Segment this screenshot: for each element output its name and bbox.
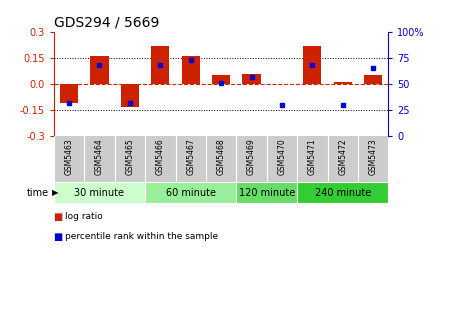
Bar xyxy=(364,76,382,84)
Text: ▶: ▶ xyxy=(52,188,58,197)
Text: GSM5464: GSM5464 xyxy=(95,139,104,175)
Text: GSM5465: GSM5465 xyxy=(125,139,134,175)
Text: GSM5466: GSM5466 xyxy=(156,139,165,175)
Bar xyxy=(121,84,139,107)
Bar xyxy=(181,56,200,84)
Text: ■: ■ xyxy=(54,232,66,242)
Bar xyxy=(334,82,352,84)
Bar xyxy=(145,182,236,203)
Text: GSM5473: GSM5473 xyxy=(369,139,378,175)
Text: time: time xyxy=(27,188,49,198)
Text: GSM5472: GSM5472 xyxy=(338,139,347,175)
Text: 120 minute: 120 minute xyxy=(238,188,295,198)
Text: GDS294 / 5669: GDS294 / 5669 xyxy=(54,15,159,29)
Text: percentile rank within the sample: percentile rank within the sample xyxy=(65,233,218,241)
Bar xyxy=(90,56,109,84)
Text: GSM5463: GSM5463 xyxy=(65,139,74,175)
Text: GSM5468: GSM5468 xyxy=(216,139,226,175)
Text: GSM5470: GSM5470 xyxy=(277,139,286,175)
Bar xyxy=(60,84,78,103)
Text: GSM5467: GSM5467 xyxy=(186,139,195,175)
Bar xyxy=(303,46,321,84)
Text: 60 minute: 60 minute xyxy=(166,188,216,198)
Bar xyxy=(212,76,230,84)
Text: GSM5471: GSM5471 xyxy=(308,139,317,175)
Bar xyxy=(54,182,145,203)
Text: GSM5469: GSM5469 xyxy=(247,139,256,175)
Bar xyxy=(236,182,297,203)
Text: ■: ■ xyxy=(54,212,66,222)
Bar xyxy=(242,74,261,84)
Bar xyxy=(151,46,169,84)
Text: 240 minute: 240 minute xyxy=(315,188,371,198)
Text: 30 minute: 30 minute xyxy=(75,188,124,198)
Text: log ratio: log ratio xyxy=(65,212,103,221)
Bar xyxy=(297,182,388,203)
